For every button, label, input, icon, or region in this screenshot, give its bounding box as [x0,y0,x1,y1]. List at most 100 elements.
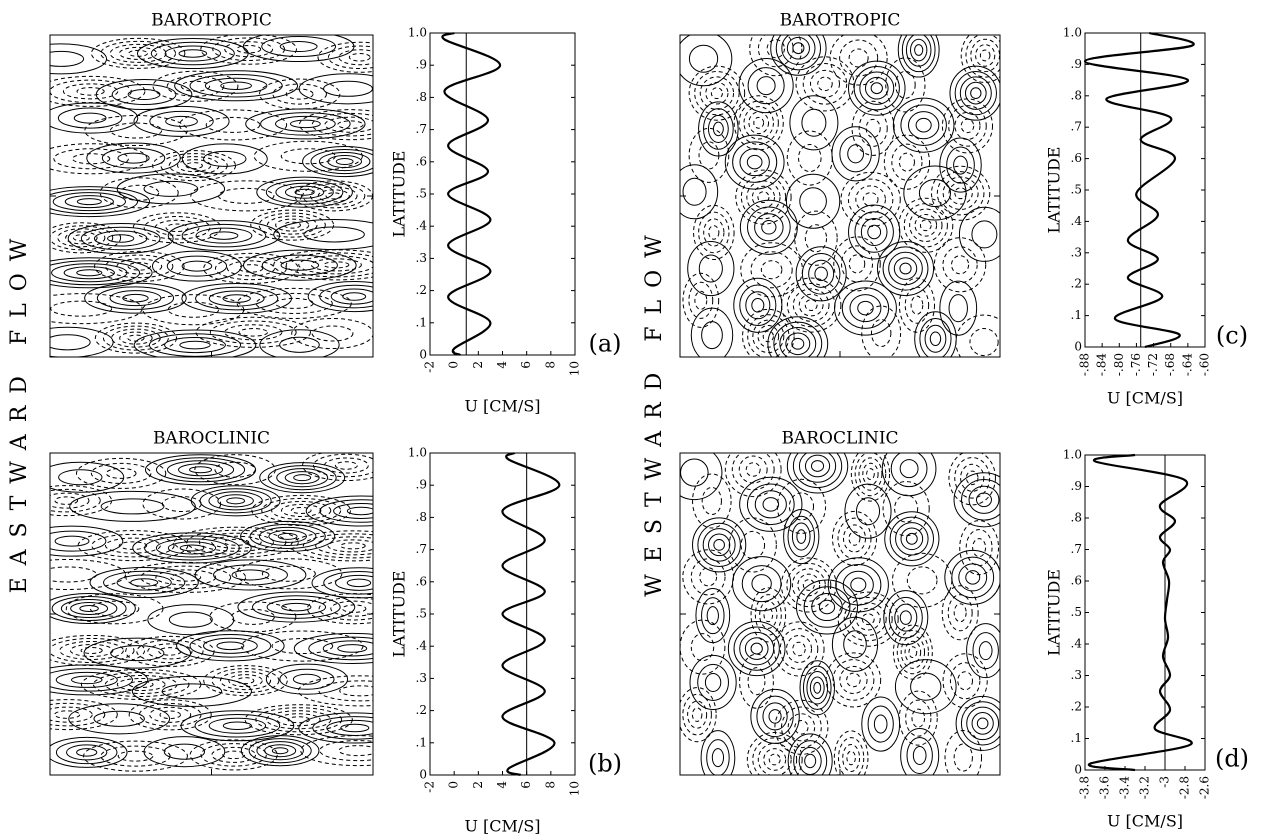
contour-line [104,537,161,554]
contour-line [50,699,118,731]
contour-line [739,653,774,709]
contour-line [261,497,342,523]
contour-line [105,254,174,279]
plot-frame [1084,454,1206,771]
contour-line [810,460,825,472]
contour-line [768,753,781,766]
contour-line [791,568,826,602]
contour-line [853,66,900,111]
contour-line [792,42,805,55]
contour-line [94,322,177,354]
y-tick-label: .4 [1071,637,1083,651]
contour-line [60,598,118,619]
y-tick-label: .7 [416,542,427,556]
contour-line [796,529,807,544]
contour-line [741,565,782,603]
contour-line [724,134,785,190]
contour-line [711,748,725,768]
contour-line [266,599,327,616]
contour-line [843,597,893,642]
contour-line [245,108,366,140]
contour-line [859,71,895,105]
contour-line [323,457,369,474]
contour-line [698,141,720,170]
y-tick-label: .5 [416,187,427,201]
contour-line [848,254,866,274]
contour-line [170,573,202,582]
contour-line [96,286,175,310]
y-tick-label: .4 [1071,214,1083,228]
contour-line [213,564,288,586]
contour-line [944,729,983,775]
contour-line [910,38,928,62]
y-tick-label: .4 [416,219,428,233]
contour-line [892,97,955,153]
contour-line [335,158,354,166]
contour-line [178,49,208,58]
contour-line [966,623,1000,679]
contour-line [746,180,781,214]
contour-line [848,531,861,546]
contour-line [339,542,366,550]
contour-line [889,516,935,561]
y-tick-label: .6 [1071,574,1082,588]
y-tick-label: .5 [416,607,427,621]
contour-line [261,254,338,276]
contour-line [266,215,318,235]
contour-line [680,164,719,220]
contour-line [76,748,98,757]
contour-line [965,570,981,585]
contour-line [739,284,777,327]
contour-line [713,538,725,551]
contour-line [50,293,143,325]
contour-line [318,680,373,702]
contour-line [694,290,708,310]
contour-line [339,685,373,697]
contour-line [202,637,258,654]
contour-line [291,317,373,350]
contour-line [208,290,265,307]
contour-line [746,731,803,775]
contour-line [149,706,192,723]
contour-line [200,35,297,65]
contour-line [959,520,1000,576]
contour-line [161,495,202,513]
contour-line [912,745,927,766]
contour-line [168,611,213,628]
contour-line [866,468,875,480]
contour-line [50,525,124,557]
contour-line [850,577,867,593]
contour-line [346,506,373,516]
contour-line [287,716,310,724]
contour-line [739,476,803,532]
profile-line [1083,31,1195,349]
contour-line [897,35,940,78]
contour-line [249,523,326,549]
contour-line [166,75,225,97]
contour-line [195,227,253,244]
contour-line [176,630,285,662]
contour-line [918,178,952,208]
contour-line [189,73,283,98]
contour-line [330,600,373,617]
y-tick-label: .6 [1071,151,1082,165]
contour-line [972,632,999,670]
contour-line [971,220,998,249]
contour-line [279,336,320,353]
contour-line [797,573,821,597]
contour-line [219,671,272,691]
contour-line [312,716,373,740]
x-tick-label: -.72 [1146,353,1160,376]
contour-line [317,189,350,203]
contour-line [752,319,785,354]
contour-line [710,87,723,100]
contour-line [290,506,312,514]
contour-line [960,118,975,134]
contour-line [250,209,335,241]
contour-line [285,88,314,100]
contour-line [179,544,205,552]
contour-line [953,472,1000,528]
x-tick-label: 6 [519,361,533,369]
contour-line [240,520,336,552]
contour-line [165,115,198,127]
